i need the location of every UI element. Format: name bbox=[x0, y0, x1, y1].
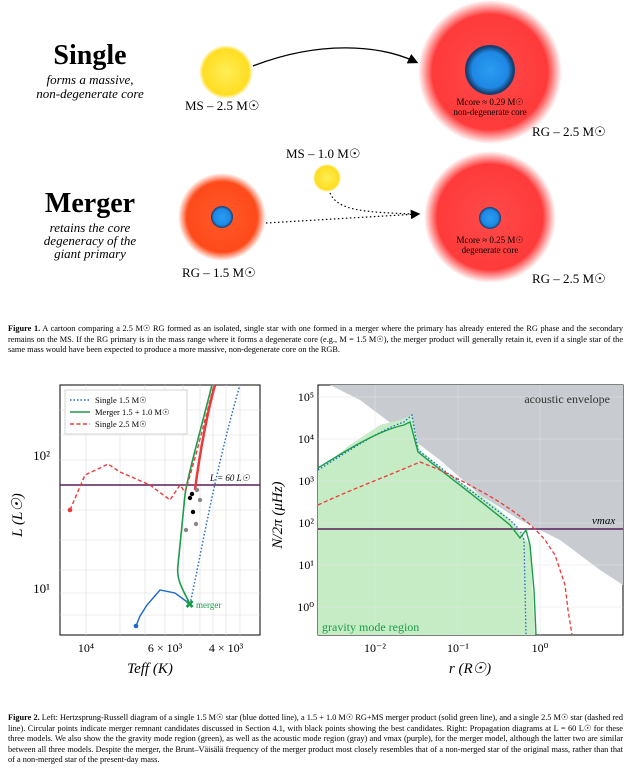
hrd-track-single25-rgb bbox=[193, 384, 217, 491]
figure-2-caption-text: Left: Hertzsprung-Russell diagram of a s… bbox=[8, 713, 623, 765]
hrd-xtick-10000: 10⁴ bbox=[78, 641, 94, 655]
prop-curve-single25 bbox=[317, 461, 573, 636]
hrd-track-single15 bbox=[189, 384, 241, 605]
figure-1-caption: Figure 1. A cartoon comparing a 2.5 M☉ R… bbox=[8, 324, 623, 356]
hrd-merger-x-icon: ✖ bbox=[185, 599, 194, 611]
prop-grid bbox=[318, 385, 623, 635]
merger-arrow-icon bbox=[265, 209, 421, 224]
prop-xtick-1e0: 10⁰ bbox=[532, 641, 549, 655]
merger-subtitle-2: degeneracy of the bbox=[43, 233, 137, 248]
figure-2-caption-label: Figure 2. bbox=[8, 713, 40, 722]
core-top-type: non-degenerate core bbox=[453, 107, 527, 117]
ms-star-25-icon bbox=[199, 45, 253, 99]
prop-ytick-1e3: 10³ bbox=[298, 474, 314, 488]
prop-curve-merger bbox=[317, 420, 537, 636]
hrd-ytick-100: 10² bbox=[33, 448, 50, 463]
single-subtitle-1: forms a massive, bbox=[46, 72, 134, 87]
ms-star-10-icon bbox=[313, 164, 341, 192]
cartoon-graphic bbox=[178, 0, 562, 283]
prop-acoustic-region bbox=[330, 385, 623, 585]
hrd-track-single15-start bbox=[135, 589, 191, 627]
hrd-legend-1: Single 1.5 M☉ bbox=[95, 395, 147, 405]
single-title: Single bbox=[53, 40, 127, 71]
core-top-mass: Mcore ≈ 0.29 M☉ bbox=[456, 97, 524, 107]
hrd-legend-3: Single 2.5 M☉ bbox=[95, 419, 147, 429]
figure-1-caption-label: Figure 1. bbox=[8, 324, 41, 333]
label-rg-25-top: RG – 2.5 M☉ bbox=[532, 124, 606, 139]
hrd-start-red bbox=[67, 507, 73, 513]
secondary-arrow-icon bbox=[329, 192, 413, 215]
prop-numax-label: νmax bbox=[592, 515, 615, 527]
prop-ytick-1e4: 10⁴ bbox=[298, 432, 314, 446]
prop-acoustic-label: acoustic envelope bbox=[524, 392, 610, 406]
hrd-candidate-points bbox=[183, 487, 203, 533]
prop-gravity-label: gravity mode region bbox=[322, 620, 419, 634]
prop-ytick-1e0: 10⁰ bbox=[297, 600, 314, 614]
prop-ylabel: N/2π (μHz) bbox=[270, 481, 286, 549]
single-subtitle-2: non-degenerate core bbox=[36, 86, 144, 101]
figure-1-caption-text: A cartoon comparing a 2.5 M☉ RG formed a… bbox=[8, 324, 624, 355]
prop-ytick-1e2: 10² bbox=[298, 516, 314, 530]
hrd-track-merger bbox=[176, 384, 213, 605]
core-top-icon bbox=[465, 45, 515, 95]
prop-ytick-1e1: 10¹ bbox=[298, 558, 314, 572]
label-rg-15: RG – 1.5 M☉ bbox=[182, 265, 256, 280]
prop-ytick-1e5: 10⁵ bbox=[298, 390, 314, 404]
core-bottom-type: degenerate core bbox=[461, 245, 519, 255]
figure-2-caption: Figure 2. Left: Hertzsprung-Russell diag… bbox=[8, 713, 623, 766]
single-arrow-icon bbox=[252, 47, 419, 67]
core-bottom-icon bbox=[479, 207, 501, 229]
hrd-merger-label: merger bbox=[196, 600, 221, 610]
hrd-xtick-6000: 6 × 10³ bbox=[148, 641, 183, 655]
merger-subtitle-3: giant primary bbox=[54, 246, 126, 261]
prop-xtick-1e-2: 10⁻² bbox=[364, 641, 386, 655]
merger-subtitle-1: retains the core bbox=[49, 220, 131, 235]
hrd-ylabel: L (L☉) bbox=[10, 493, 26, 538]
label-ms-10: MS – 1.0 M☉ bbox=[286, 146, 361, 161]
hrd-ytick-10: 10¹ bbox=[33, 581, 50, 596]
hrd-60L-label: L = 60 L☉ bbox=[209, 473, 251, 483]
core-bottom-mass: Mcore ≈ 0.25 M☉ bbox=[456, 235, 524, 245]
core-15-icon bbox=[211, 206, 233, 228]
label-rg-25-bottom: RG – 2.5 M☉ bbox=[532, 271, 606, 286]
figure-2: L = 60 L☉ ✖ merger Single 1.5 M☉ Merger … bbox=[10, 384, 624, 677]
label-ms-25: MS – 2.5 M☉ bbox=[185, 98, 260, 113]
prop-xtick-1e-1: 10⁻¹ bbox=[447, 641, 469, 655]
merger-title: Merger bbox=[44, 188, 136, 219]
hrd-legend-2: Merger 1.5 + 1.0 M☉ bbox=[95, 407, 170, 417]
prop-gravity-region bbox=[318, 415, 535, 635]
prop-xlabel: r (R☉) bbox=[449, 661, 491, 677]
hrd-start-blue bbox=[133, 623, 139, 629]
propagation-panel: νmax acoustic envelope gravity mode regi… bbox=[270, 384, 624, 677]
hrd-xtick-4000: 4 × 10³ bbox=[209, 641, 244, 655]
hrd-panel: L = 60 L☉ ✖ merger Single 1.5 M☉ Merger … bbox=[10, 384, 261, 677]
hrd-xlabel: Teff (K) bbox=[127, 661, 173, 677]
